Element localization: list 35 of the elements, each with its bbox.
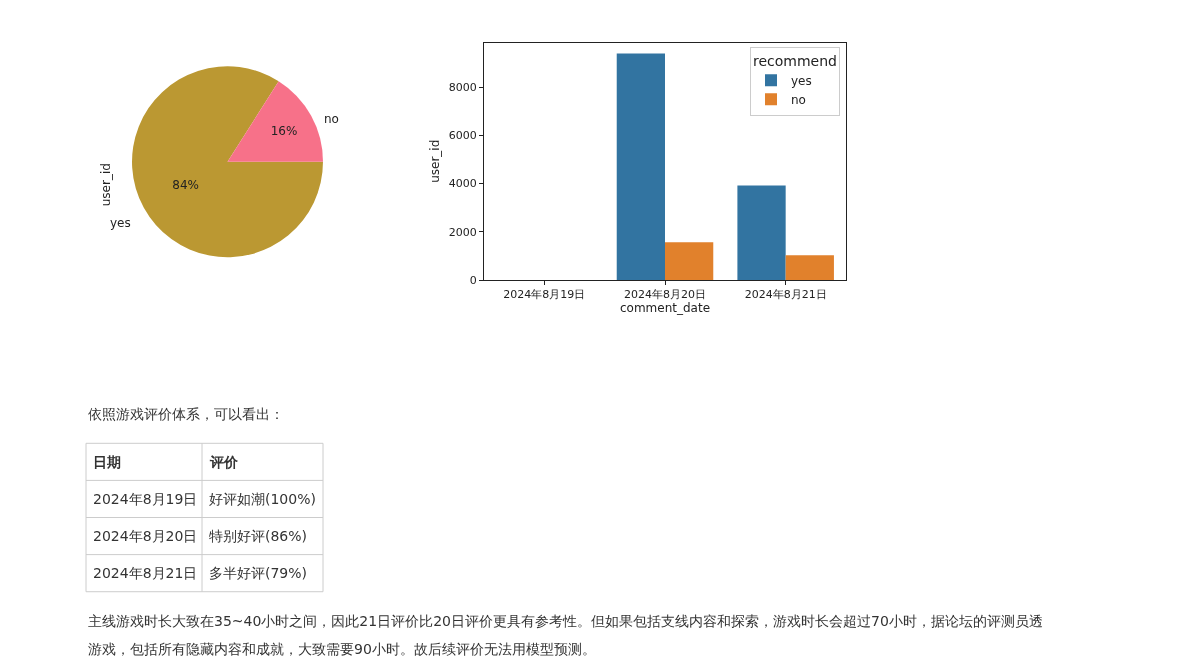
y-tick-label: 2000 bbox=[448, 225, 477, 239]
text: 多半好评(79%) bbox=[209, 565, 308, 581]
text: 日期 bbox=[93, 454, 121, 470]
text: 主线游戏时长大致在35~40小时之间，因此21日评价比20日评价更具有参考性。但如果包括支线内容和探索，游戏时长会超过70小时，据论坛的评测员透 bbox=[88, 613, 1043, 629]
y-tick-label: 6000 bbox=[448, 129, 477, 143]
pie-slice bbox=[227, 81, 323, 162]
text: 特别好评(86%) bbox=[209, 528, 308, 544]
bar bbox=[737, 185, 786, 281]
x-tick-label: 2024年8月21日 bbox=[744, 288, 827, 302]
y-tick-label: 4000 bbox=[448, 177, 477, 191]
bar bbox=[616, 53, 665, 281]
text: 2024年8月20日 bbox=[93, 528, 198, 544]
text: 2024年8月19日 bbox=[93, 491, 198, 507]
legend-label: yes bbox=[791, 73, 812, 88]
data-label: 16% bbox=[270, 123, 298, 138]
slice-label: no bbox=[324, 112, 339, 126]
y-axis-title: user_id bbox=[428, 139, 443, 183]
x-tick-label: 2024年8月20日 bbox=[624, 288, 706, 302]
text: 游戏，包括所有隐藏内容和成就，大致需要90小时。故后续评价无法用模型预测。 bbox=[88, 641, 596, 657]
y-tick-label: 8000 bbox=[448, 81, 477, 94]
slice-label: yes bbox=[110, 216, 131, 230]
legend-title: recommend bbox=[753, 52, 837, 69]
y-tick-label: 0 bbox=[469, 273, 477, 287]
text: 好评如潮(100%) bbox=[209, 491, 316, 507]
data-label: 84% bbox=[172, 177, 199, 192]
text: user_id bbox=[98, 163, 113, 207]
x-tick-label: 2024年8月19日 bbox=[503, 288, 586, 302]
x-axis-title: comment_date bbox=[619, 301, 711, 316]
legend-label: no bbox=[791, 92, 806, 107]
bar bbox=[665, 242, 714, 281]
bar bbox=[785, 255, 834, 281]
text: 依照游戏评价体系，可以看出： bbox=[88, 406, 284, 422]
text: 评价 bbox=[209, 454, 239, 470]
text: 2024年8月21日 bbox=[93, 565, 198, 581]
pie-slice bbox=[132, 66, 323, 258]
